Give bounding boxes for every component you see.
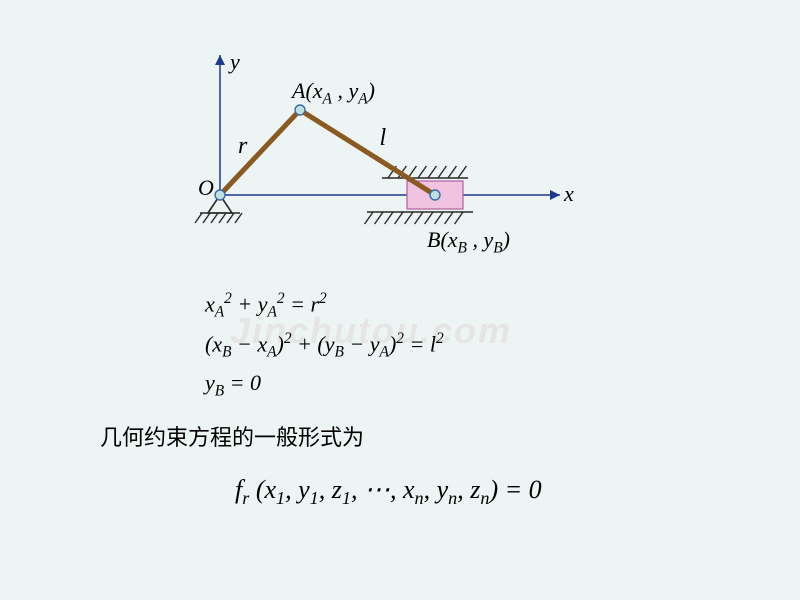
axis-y-label: y — [230, 49, 240, 75]
general-form-caption: 几何约束方程的一般形式为 — [100, 420, 364, 452]
link-r-label: r — [238, 133, 247, 160]
link-l-label: l — [380, 125, 387, 152]
point-O-label: O — [198, 175, 214, 201]
equation-1: xA2 + yA2 = r2 — [205, 290, 327, 322]
equation-general-form: fr (x1, y1, z1, ⋯, xn, yn, zn) = 0 — [235, 475, 542, 509]
equation-3: yB = 0 — [205, 370, 261, 400]
equation-2: (xB − xA)2 + (yB − yA)2 = l2 — [205, 330, 444, 362]
mechanism-diagram — [190, 45, 590, 255]
point-A-label: A(xA , yA) — [292, 78, 375, 108]
axis-x-label: x — [564, 181, 574, 207]
point-B-label: B(xB , yB) — [427, 227, 510, 257]
